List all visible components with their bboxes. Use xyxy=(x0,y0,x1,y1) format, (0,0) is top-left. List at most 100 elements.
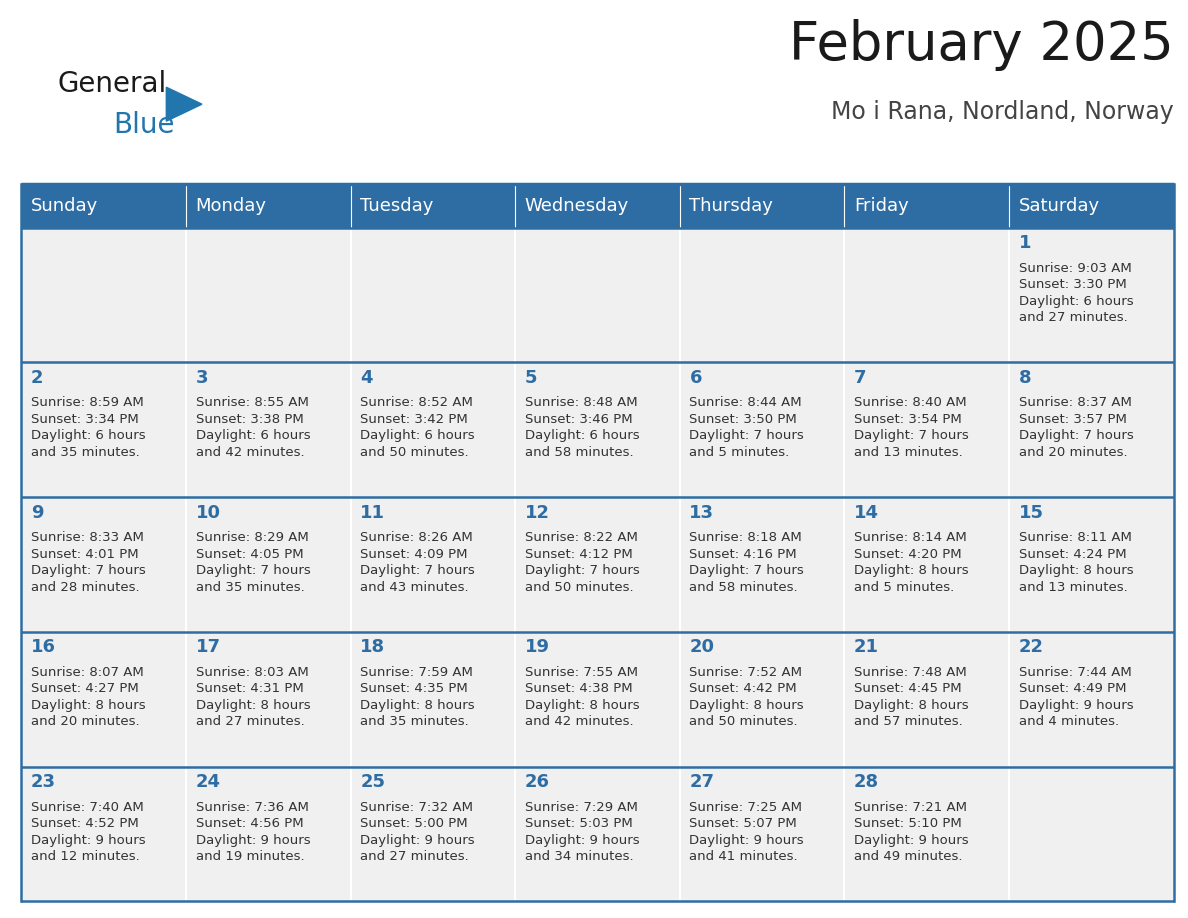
Bar xyxy=(845,767,1009,901)
Text: Sunrise: 8:59 AM
Sunset: 3:34 PM
Daylight: 6 hours
and 35 minutes.: Sunrise: 8:59 AM Sunset: 3:34 PM Dayligh… xyxy=(31,397,145,459)
Bar xyxy=(187,632,350,767)
Text: Monday: Monday xyxy=(196,196,266,215)
Bar xyxy=(680,498,845,632)
Bar xyxy=(1009,184,1174,228)
Text: Saturday: Saturday xyxy=(1018,196,1100,215)
Text: Sunrise: 7:32 AM
Sunset: 5:00 PM
Daylight: 9 hours
and 27 minutes.: Sunrise: 7:32 AM Sunset: 5:00 PM Dayligh… xyxy=(360,800,475,863)
Bar xyxy=(1009,767,1174,901)
Text: Blue: Blue xyxy=(113,111,175,140)
Text: Sunrise: 7:40 AM
Sunset: 4:52 PM
Daylight: 9 hours
and 12 minutes.: Sunrise: 7:40 AM Sunset: 4:52 PM Dayligh… xyxy=(31,800,145,863)
Text: Sunday: Sunday xyxy=(31,196,99,215)
Text: Sunrise: 8:18 AM
Sunset: 4:16 PM
Daylight: 7 hours
and 58 minutes.: Sunrise: 8:18 AM Sunset: 4:16 PM Dayligh… xyxy=(689,532,804,594)
Bar xyxy=(845,184,1009,228)
Bar xyxy=(350,184,516,228)
Text: 10: 10 xyxy=(196,504,221,521)
Text: 26: 26 xyxy=(525,773,550,791)
Bar xyxy=(21,363,187,498)
Text: Sunrise: 8:55 AM
Sunset: 3:38 PM
Daylight: 6 hours
and 42 minutes.: Sunrise: 8:55 AM Sunset: 3:38 PM Dayligh… xyxy=(196,397,310,459)
Bar xyxy=(680,363,845,498)
Text: Sunrise: 7:48 AM
Sunset: 4:45 PM
Daylight: 8 hours
and 57 minutes.: Sunrise: 7:48 AM Sunset: 4:45 PM Dayligh… xyxy=(854,666,968,728)
Text: General: General xyxy=(57,70,166,98)
Bar xyxy=(21,632,187,767)
Text: Sunrise: 8:29 AM
Sunset: 4:05 PM
Daylight: 7 hours
and 35 minutes.: Sunrise: 8:29 AM Sunset: 4:05 PM Dayligh… xyxy=(196,532,310,594)
Bar xyxy=(516,184,680,228)
Text: Sunrise: 8:52 AM
Sunset: 3:42 PM
Daylight: 6 hours
and 50 minutes.: Sunrise: 8:52 AM Sunset: 3:42 PM Dayligh… xyxy=(360,397,475,459)
Bar xyxy=(516,498,680,632)
Bar xyxy=(1009,228,1174,363)
Bar xyxy=(187,498,350,632)
Bar xyxy=(350,767,516,901)
Bar xyxy=(350,228,516,363)
Text: Friday: Friday xyxy=(854,196,909,215)
Text: 19: 19 xyxy=(525,638,550,656)
Text: 6: 6 xyxy=(689,369,702,386)
Bar xyxy=(350,363,516,498)
Bar xyxy=(187,184,350,228)
Bar xyxy=(845,632,1009,767)
Text: Sunrise: 7:29 AM
Sunset: 5:03 PM
Daylight: 9 hours
and 34 minutes.: Sunrise: 7:29 AM Sunset: 5:03 PM Dayligh… xyxy=(525,800,639,863)
Bar xyxy=(516,363,680,498)
Text: Wednesday: Wednesday xyxy=(525,196,628,215)
Bar xyxy=(845,498,1009,632)
Text: 25: 25 xyxy=(360,773,385,791)
Text: Sunrise: 7:21 AM
Sunset: 5:10 PM
Daylight: 9 hours
and 49 minutes.: Sunrise: 7:21 AM Sunset: 5:10 PM Dayligh… xyxy=(854,800,968,863)
Text: 22: 22 xyxy=(1018,638,1043,656)
Bar xyxy=(516,632,680,767)
Text: 2: 2 xyxy=(31,369,44,386)
Polygon shape xyxy=(166,87,202,121)
Text: Sunrise: 7:55 AM
Sunset: 4:38 PM
Daylight: 8 hours
and 42 minutes.: Sunrise: 7:55 AM Sunset: 4:38 PM Dayligh… xyxy=(525,666,639,728)
Text: 28: 28 xyxy=(854,773,879,791)
Bar xyxy=(187,228,350,363)
Text: Sunrise: 8:33 AM
Sunset: 4:01 PM
Daylight: 7 hours
and 28 minutes.: Sunrise: 8:33 AM Sunset: 4:01 PM Dayligh… xyxy=(31,532,146,594)
Bar xyxy=(845,363,1009,498)
Bar xyxy=(516,228,680,363)
Text: 27: 27 xyxy=(689,773,714,791)
Bar xyxy=(21,184,187,228)
Text: 5: 5 xyxy=(525,369,537,386)
Text: Sunrise: 8:07 AM
Sunset: 4:27 PM
Daylight: 8 hours
and 20 minutes.: Sunrise: 8:07 AM Sunset: 4:27 PM Dayligh… xyxy=(31,666,145,728)
Text: 24: 24 xyxy=(196,773,221,791)
Bar xyxy=(21,228,187,363)
Text: 15: 15 xyxy=(1018,504,1043,521)
Text: Sunrise: 8:11 AM
Sunset: 4:24 PM
Daylight: 8 hours
and 13 minutes.: Sunrise: 8:11 AM Sunset: 4:24 PM Dayligh… xyxy=(1018,532,1133,594)
Bar xyxy=(680,632,845,767)
Text: 20: 20 xyxy=(689,638,714,656)
Text: Sunrise: 8:40 AM
Sunset: 3:54 PM
Daylight: 7 hours
and 13 minutes.: Sunrise: 8:40 AM Sunset: 3:54 PM Dayligh… xyxy=(854,397,968,459)
Text: 21: 21 xyxy=(854,638,879,656)
Text: 23: 23 xyxy=(31,773,56,791)
Text: Sunrise: 8:22 AM
Sunset: 4:12 PM
Daylight: 7 hours
and 50 minutes.: Sunrise: 8:22 AM Sunset: 4:12 PM Dayligh… xyxy=(525,532,639,594)
Text: 14: 14 xyxy=(854,504,879,521)
Text: 3: 3 xyxy=(196,369,208,386)
Text: Sunrise: 8:44 AM
Sunset: 3:50 PM
Daylight: 7 hours
and 5 minutes.: Sunrise: 8:44 AM Sunset: 3:50 PM Dayligh… xyxy=(689,397,804,459)
Text: 7: 7 xyxy=(854,369,866,386)
Text: 4: 4 xyxy=(360,369,373,386)
Bar xyxy=(350,498,516,632)
Text: 16: 16 xyxy=(31,638,56,656)
Bar xyxy=(1009,498,1174,632)
Text: 11: 11 xyxy=(360,504,385,521)
Text: 18: 18 xyxy=(360,638,385,656)
Text: Sunrise: 8:14 AM
Sunset: 4:20 PM
Daylight: 8 hours
and 5 minutes.: Sunrise: 8:14 AM Sunset: 4:20 PM Dayligh… xyxy=(854,532,968,594)
Text: Mo i Rana, Nordland, Norway: Mo i Rana, Nordland, Norway xyxy=(830,100,1174,124)
Bar xyxy=(845,228,1009,363)
Bar xyxy=(187,767,350,901)
Text: Sunrise: 8:37 AM
Sunset: 3:57 PM
Daylight: 7 hours
and 20 minutes.: Sunrise: 8:37 AM Sunset: 3:57 PM Dayligh… xyxy=(1018,397,1133,459)
Bar xyxy=(187,363,350,498)
Text: Sunrise: 7:25 AM
Sunset: 5:07 PM
Daylight: 9 hours
and 41 minutes.: Sunrise: 7:25 AM Sunset: 5:07 PM Dayligh… xyxy=(689,800,804,863)
Text: 1: 1 xyxy=(1018,234,1031,252)
Text: Sunrise: 9:03 AM
Sunset: 3:30 PM
Daylight: 6 hours
and 27 minutes.: Sunrise: 9:03 AM Sunset: 3:30 PM Dayligh… xyxy=(1018,262,1133,324)
Bar xyxy=(350,632,516,767)
Text: Tuesday: Tuesday xyxy=(360,196,434,215)
Text: Sunrise: 7:36 AM
Sunset: 4:56 PM
Daylight: 9 hours
and 19 minutes.: Sunrise: 7:36 AM Sunset: 4:56 PM Dayligh… xyxy=(196,800,310,863)
Text: Thursday: Thursday xyxy=(689,196,773,215)
Bar xyxy=(1009,632,1174,767)
Text: February 2025: February 2025 xyxy=(789,18,1174,71)
Text: Sunrise: 8:26 AM
Sunset: 4:09 PM
Daylight: 7 hours
and 43 minutes.: Sunrise: 8:26 AM Sunset: 4:09 PM Dayligh… xyxy=(360,532,475,594)
Text: Sunrise: 8:48 AM
Sunset: 3:46 PM
Daylight: 6 hours
and 58 minutes.: Sunrise: 8:48 AM Sunset: 3:46 PM Dayligh… xyxy=(525,397,639,459)
Bar xyxy=(21,498,187,632)
Text: 12: 12 xyxy=(525,504,550,521)
Bar xyxy=(516,767,680,901)
Bar xyxy=(1009,363,1174,498)
Text: 13: 13 xyxy=(689,504,714,521)
Bar xyxy=(680,228,845,363)
